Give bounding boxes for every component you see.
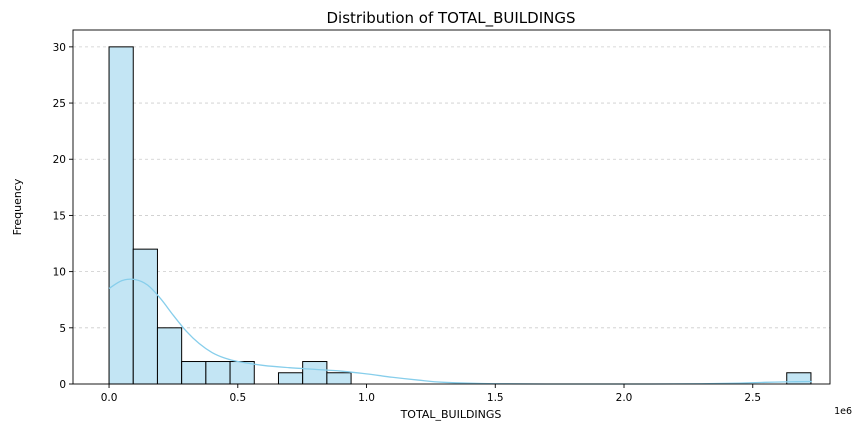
x-offset-label: 1e6: [834, 406, 852, 417]
x-tick-label: 2.0: [616, 392, 633, 404]
histogram-bar: [205, 361, 231, 385]
histogram-bar: [277, 372, 304, 385]
histogram-bar: [229, 361, 255, 385]
y-tick-label: 0: [59, 379, 66, 391]
plot-frame: [72, 29, 831, 385]
chart-title: Distribution of TOTAL_BUILDINGS: [327, 9, 576, 28]
y-tick-label: 30: [53, 42, 66, 54]
histogram-bar: [132, 248, 158, 385]
y-tick-label: 15: [53, 210, 66, 222]
x-tick-label: 0.5: [229, 392, 246, 404]
histogram-bars: [108, 46, 812, 385]
grid-lines: [73, 46, 830, 329]
y-tick-label: 20: [53, 154, 66, 166]
y-tick-label: 5: [59, 323, 66, 335]
histogram-bar: [181, 361, 207, 385]
y-tick-label: 10: [53, 267, 66, 279]
x-tick-label: 1.0: [358, 392, 375, 404]
x-axis-label: TOTAL_BUILDINGS: [400, 408, 502, 421]
x-tick-label: 0.0: [101, 392, 118, 404]
y-axis-ticks: 0 5 10 15 20 25 30: [53, 42, 73, 391]
histogram-bar: [326, 372, 352, 385]
y-tick-label: 25: [53, 98, 66, 110]
histogram-bar: [108, 46, 134, 385]
x-tick-label: 1.5: [487, 392, 504, 404]
x-axis-ticks: 0.0 0.5 1.0 1.5 2.0 2.5: [101, 384, 761, 404]
histogram-bar: [302, 361, 328, 385]
y-axis-label: Frequency: [11, 178, 24, 235]
x-tick-label: 2.5: [744, 392, 761, 404]
histogram-bar: [156, 327, 183, 385]
